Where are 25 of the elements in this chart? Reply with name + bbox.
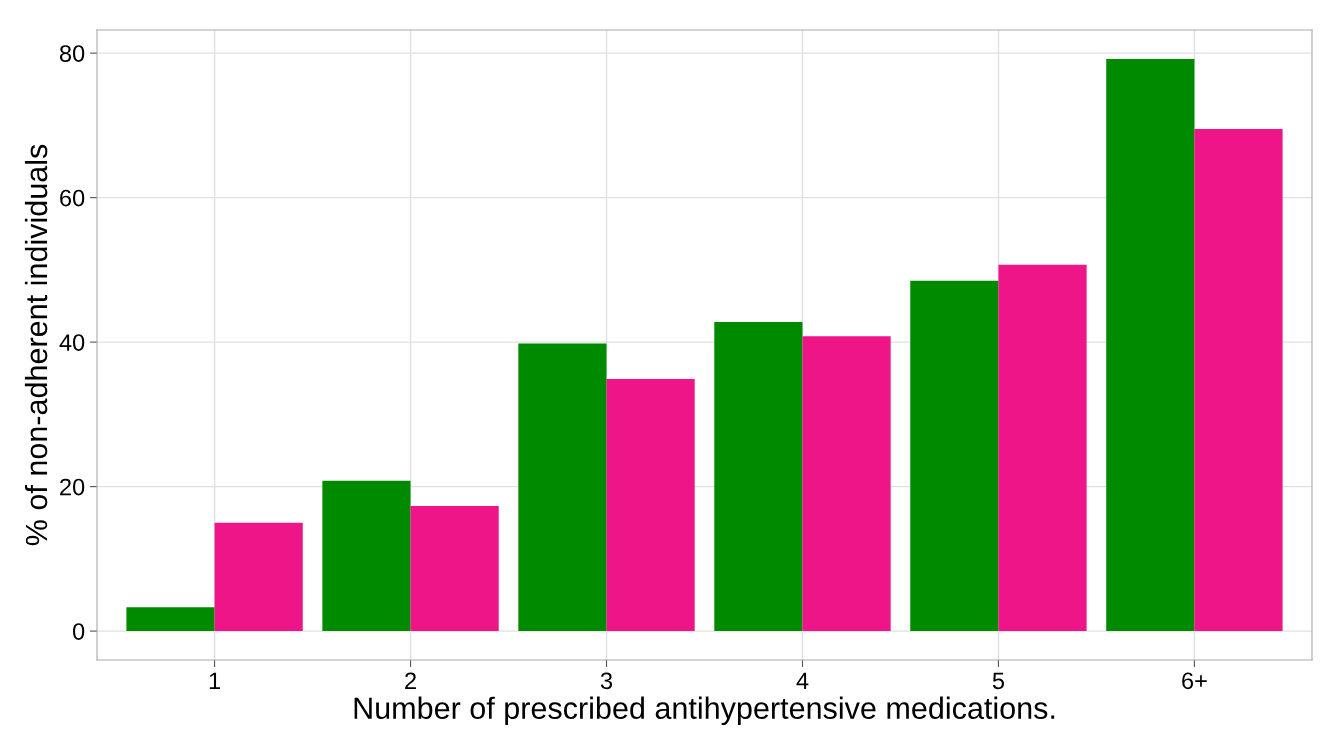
y-tick-label: 0: [72, 623, 85, 640]
bar: [322, 480, 411, 632]
bar: [802, 336, 891, 632]
bar: [998, 264, 1087, 632]
y-axis-title: % of non-adherent individuals: [24, 144, 48, 546]
bar: [606, 378, 695, 632]
x-tick-label: 3: [600, 672, 613, 690]
bar: [214, 522, 303, 632]
bar: [518, 343, 607, 632]
bar: [910, 280, 999, 632]
x-tick-label: 1: [209, 672, 220, 689]
x-tick-label: 4: [796, 672, 809, 689]
bar: [1194, 128, 1283, 632]
bar: [410, 506, 499, 632]
x-tick-label: 5: [992, 672, 1005, 690]
y-tick-label: 60: [60, 189, 85, 207]
x-axis-title: Number of prescribed antihypertensive medications.: [354, 696, 1055, 726]
y-tick-label: 20: [60, 478, 85, 496]
y-tick-label: 80: [59, 45, 85, 62]
x-tick-label: 6+: [1182, 672, 1207, 690]
bar: [126, 607, 215, 632]
x-tick-label: 2: [405, 672, 416, 689]
bar: [1106, 58, 1195, 632]
bar: [714, 321, 803, 632]
y-tick-label: 40: [59, 334, 85, 351]
